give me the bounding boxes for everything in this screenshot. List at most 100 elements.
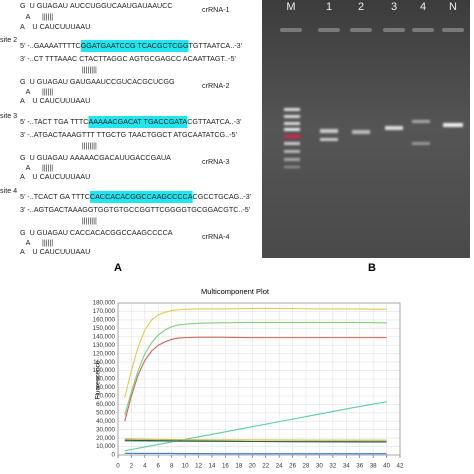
lane-label: 4	[420, 1, 426, 13]
sequence-text: A U CAUCUUUAAU	[20, 172, 90, 181]
series-line	[124, 438, 387, 441]
sequence-text: TGTTAATCA..-3’	[189, 41, 243, 50]
chart-title: Multicomponent Plot	[201, 287, 270, 296]
sequence-text: GAUGAAUCCGUCACGCUCGG	[70, 77, 175, 86]
x-tick-label: 18	[235, 463, 242, 470]
x-tick-label: 0	[116, 463, 120, 470]
sequence-text: AAAAACGACAUUGACCGAUA	[70, 153, 171, 162]
x-tick-label: 30	[316, 463, 323, 470]
y-tick-label: 160,000	[93, 317, 116, 324]
x-tick-label: 34	[343, 463, 350, 470]
sequence-text: G U GUAGAU	[20, 77, 70, 86]
site-label: site 3	[0, 111, 17, 120]
y-tick-label: 140,000	[93, 333, 116, 340]
lane-labels: M 1 2 3 4 N	[286, 1, 457, 13]
x-tick-label: 28	[303, 463, 310, 470]
sequence-text: AUCCUGGUCAAUGAUAAUCC	[70, 1, 173, 10]
x-tick-label: 42	[397, 463, 404, 470]
x-tick-label: 22	[262, 463, 269, 470]
lane-label: 1	[326, 1, 332, 13]
sequence-text: CGCCTGCAG..-3’	[193, 192, 252, 201]
x-tick-label: 38	[370, 463, 377, 470]
y-tick-label: 170,000	[93, 308, 116, 315]
y-tick-label: 60,000	[96, 401, 115, 408]
y-tick-label: 150,000	[93, 325, 116, 332]
sequence-text: TTTC	[72, 192, 90, 201]
sequence-text: CACCACACGGCCAAGCCCCA	[90, 192, 193, 201]
sequence-text: A ||||||	[20, 87, 53, 96]
y-tick-label: 10,000	[96, 443, 115, 450]
y-tick-label: 110,000	[93, 359, 115, 366]
series-line	[124, 336, 387, 422]
sequence-text: G U GUAGAU	[20, 153, 70, 162]
panel-label: A	[114, 262, 122, 274]
x-tick-label: 32	[329, 463, 336, 470]
x-tick-label: 10	[182, 463, 189, 470]
y-tick-label: 120,000	[93, 350, 116, 357]
sequence-text: TTTC	[70, 117, 88, 126]
sequence-text: 3’ -..AGTGACTAAAGGTGGTGTGCCGGTTCGGGGTGCG…	[20, 205, 251, 214]
sequence-text: CACCACACGGCCAAGCCCCA	[70, 228, 173, 237]
sequence-text: A ||||||	[20, 163, 53, 172]
sequence-text: A U CAUCUUUAAU	[20, 22, 90, 31]
sequence-text: CGTTAATCA..-3’	[187, 117, 242, 126]
x-tick-label: 14	[209, 463, 216, 470]
target-highlight	[88, 116, 188, 128]
lane-label: 3	[391, 1, 397, 13]
lane-label: 2	[358, 1, 364, 13]
site-label: site 2	[0, 35, 17, 44]
plot-frame	[117, 302, 401, 456]
sequence-text: 3’ -..ATGACTAAAGTTT TTGCTG TAACTGGCT ATG…	[20, 130, 237, 139]
x-tick-label: 40	[383, 463, 390, 470]
x-tick-label: 26	[289, 463, 296, 470]
series-line	[124, 307, 387, 398]
x-tick-label: 36	[356, 463, 363, 470]
crrna-label: crRNA-4	[202, 232, 230, 241]
x-tick-label: 2	[130, 463, 134, 470]
sequence-text: ||||||||	[20, 216, 97, 225]
crrna-label: crRNA-1	[202, 5, 230, 14]
y-tick-label: 70,000	[96, 393, 115, 400]
site-label: site 4	[0, 186, 17, 195]
x-tick-label: 6	[157, 463, 161, 470]
y-axis-label: Fluorescence	[95, 360, 102, 399]
y-tick-label: 50,000	[96, 409, 115, 416]
gel-image	[262, 0, 470, 258]
y-tick-label: 180,000	[93, 300, 116, 307]
panel-label: B	[368, 262, 376, 274]
x-tick-label: 8	[170, 463, 174, 470]
sequence-text: ||||||||	[20, 65, 97, 74]
x-tick-label: 16	[222, 463, 229, 470]
sequence-text: AAAAACGACAT TGACCGATA	[88, 117, 187, 126]
series-line	[124, 439, 387, 443]
sequence-text: A U CAUCUUUAAU	[20, 247, 90, 256]
sequence-text: GGATGAATCCG TCACGCTCGG	[81, 41, 189, 50]
sequence-text: G U GUAGAU	[20, 228, 70, 237]
x-tick-label: 4	[143, 463, 147, 470]
sequence-text: A ||||||	[20, 238, 53, 247]
sequence-text: 3’ -..CT TTTAAAC CTACTTAGGC AGTGCGAGCC A…	[20, 54, 236, 63]
sequence-text: A U CAUCUUUAAU	[20, 96, 90, 105]
y-tick-label: 100,000	[93, 367, 116, 374]
y-tick-label: 20,000	[96, 435, 115, 442]
sequence-text: 5’ -..TACT TGA	[20, 117, 70, 126]
y-tick-label: 80,000	[96, 384, 115, 391]
sequence-text: 5’ -..TCACT GA	[20, 192, 72, 201]
lane-label: M	[286, 1, 295, 13]
series-line	[124, 321, 387, 416]
sequence-text: ||||||||	[20, 141, 97, 150]
sequence-text: 5’ -..GAAAAT	[20, 41, 63, 50]
crrna-label: crRNA-3	[202, 157, 230, 166]
y-tick-label: 130,000	[93, 342, 116, 349]
sequence-text: G U GUAGAU	[20, 1, 70, 10]
crrna-label: crRNA-2	[202, 81, 230, 90]
x-tick-label: 24	[276, 463, 283, 470]
y-tick-label: 90,000	[96, 376, 115, 383]
x-tick-label: 12	[195, 463, 202, 470]
y-tick-label: 30,000	[96, 426, 115, 433]
sequence-text: TTTC	[62, 41, 80, 50]
y-tick-label: 40,000	[96, 418, 115, 425]
target-highlight	[89, 191, 193, 203]
